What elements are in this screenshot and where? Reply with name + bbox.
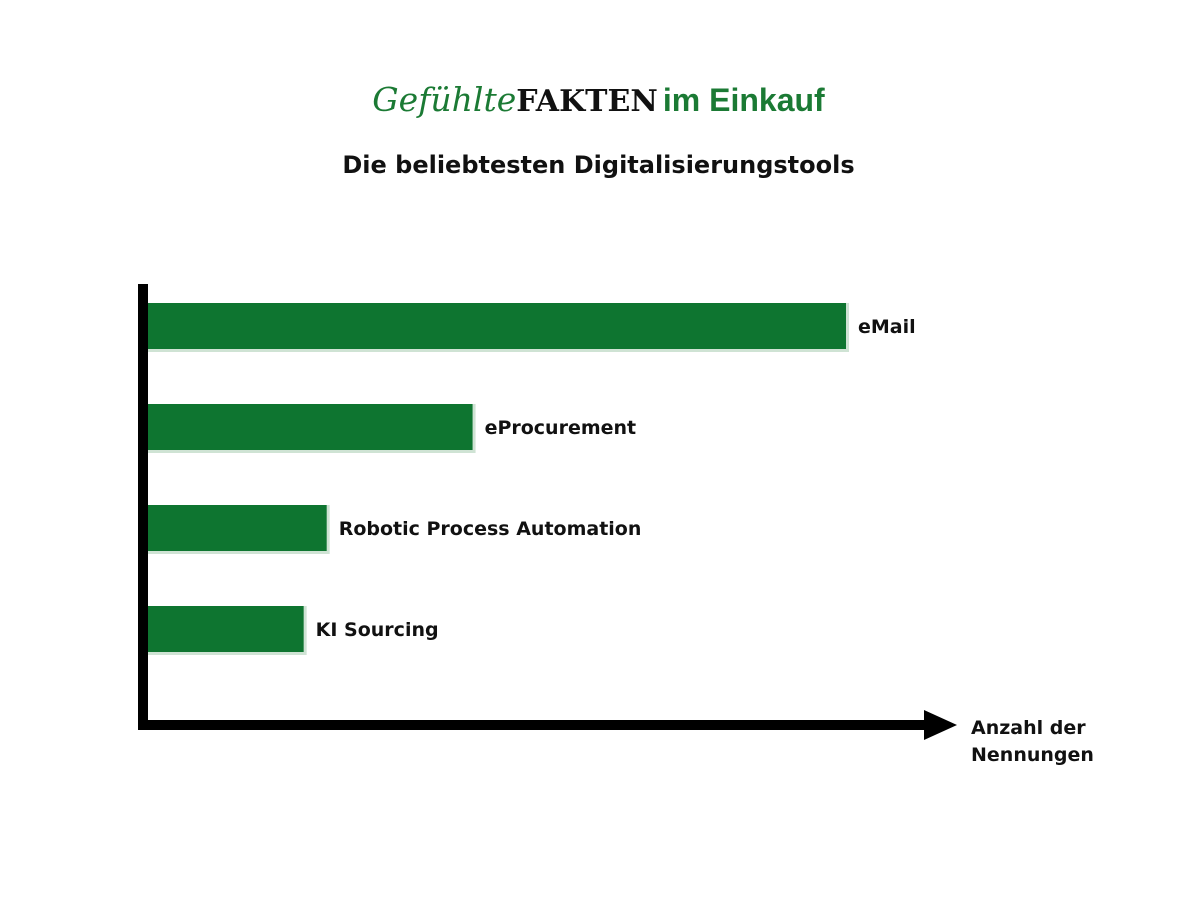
bar-label: eProcurement bbox=[485, 417, 637, 439]
x-axis-title-line-2: Nennungen bbox=[971, 744, 1094, 766]
bar-label: Robotic Process Automation bbox=[339, 518, 642, 540]
bar-label: KI Sourcing bbox=[316, 619, 439, 641]
brand-strong-word: FAKTEN bbox=[516, 84, 658, 119]
y-axis-line bbox=[138, 284, 148, 730]
brand-title: GefühlteFAKTEN im Einkauf bbox=[0, 80, 1197, 119]
bar-label: eMail bbox=[858, 316, 916, 338]
bar bbox=[148, 606, 304, 652]
x-axis-arrow-icon bbox=[924, 710, 957, 740]
x-axis-title-line-1: Anzahl der bbox=[971, 717, 1086, 739]
brand-script-word: Gefühlte bbox=[372, 80, 517, 119]
x-axis-line bbox=[138, 720, 928, 730]
bar bbox=[148, 303, 846, 349]
bar bbox=[148, 505, 327, 551]
chart-title: Die beliebtesten Digitalisierungstools bbox=[342, 151, 855, 179]
bars-group: eMail eProcurement Robotic Process Automat… bbox=[148, 303, 916, 655]
bar bbox=[148, 404, 473, 450]
brand-tail-words: im Einkauf bbox=[662, 82, 825, 118]
